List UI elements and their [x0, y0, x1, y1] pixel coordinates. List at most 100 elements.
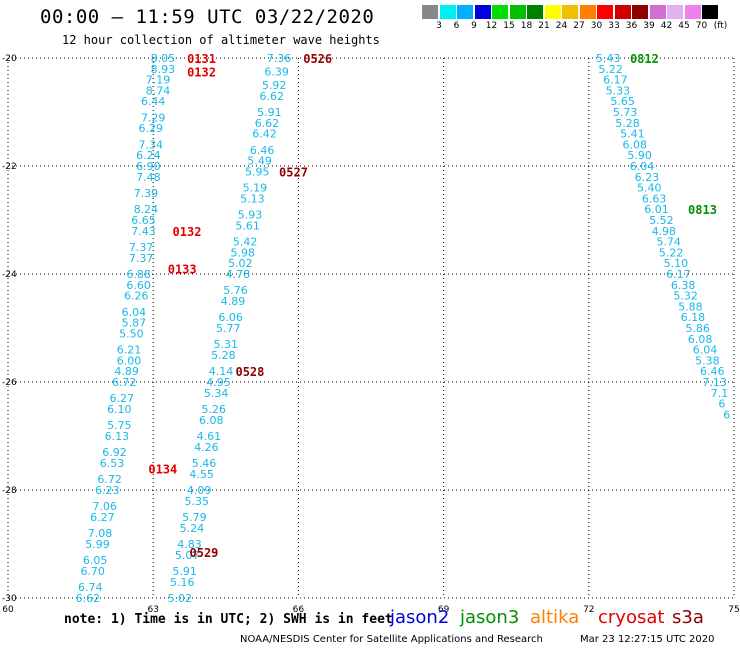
wave-height-label: 4.98	[652, 225, 677, 238]
wave-height-label: 6.05	[83, 554, 108, 567]
wave-height-label: 6.92	[102, 446, 127, 459]
y-tick-label: -22	[2, 162, 17, 172]
legend-swatch	[649, 5, 666, 19]
legend-swatch	[632, 5, 648, 19]
wave-height-label: 6.70	[80, 565, 105, 578]
wave-height-label: 5.75	[107, 419, 132, 432]
wave-height-label: 6.18	[681, 311, 706, 324]
legend-swatch	[509, 5, 526, 19]
legend-bin-label: 36	[625, 21, 638, 31]
wave-height-label: 6	[723, 408, 730, 421]
wave-height-label: 5.91	[172, 565, 197, 578]
chart-title: 00:00 – 11:59 UTC 03/22/2020	[40, 6, 375, 28]
wave-height-label: 4.89	[221, 295, 246, 308]
y-tick-label: -26	[2, 378, 17, 388]
wave-height-label: 8.93	[151, 63, 176, 76]
legend-swatch	[527, 5, 543, 19]
legend-bin-label: 3	[436, 21, 442, 31]
wave-height-label: 8.74	[146, 84, 171, 97]
wave-height-label: 6.27	[109, 392, 134, 405]
wave-height-label: 5.43	[596, 52, 621, 65]
wave-height-label: 6.27	[90, 511, 115, 524]
credit-line: NOAA/NESDIS Center for Satellite Applica…	[240, 634, 543, 645]
y-tick-label: -28	[2, 486, 17, 496]
wave-height-label: 6.13	[105, 430, 130, 443]
wave-height-label: 7.48	[136, 171, 161, 184]
satellite-altika: altika	[530, 607, 580, 628]
legend-bin-label: 21	[538, 21, 550, 31]
wave-height-label: 5.50	[119, 327, 144, 340]
wave-height-label: 6.08	[623, 138, 648, 151]
wave-height-label: 7.37	[129, 241, 154, 254]
wave-height-label: 5.90	[627, 149, 652, 162]
wave-height-label: 6.44	[141, 95, 166, 108]
legend-unit: (ft)	[713, 21, 728, 31]
legend-swatch	[422, 5, 438, 19]
wave-height-label: 5.28	[615, 117, 640, 130]
wave-height-label: 5.65	[610, 95, 635, 108]
wave-height-label: 6.38	[671, 279, 696, 292]
wave-height-label: 7.37	[129, 252, 154, 265]
wave-height-label: 7.39	[134, 187, 159, 200]
wave-height-label: 6.26	[124, 290, 149, 303]
legend-bin-label: 30	[590, 21, 603, 31]
wave-height-label: 5.02	[168, 592, 193, 605]
wave-height-label: 5.19	[243, 182, 268, 195]
y-tick-label: -24	[2, 270, 17, 280]
wave-height-label: 5.31	[214, 338, 239, 351]
wave-height-label: 4.89	[114, 365, 139, 378]
legend-swatch	[439, 5, 456, 19]
wave-height-label: 6.72	[97, 473, 122, 486]
satellite-s3a: s3a	[672, 607, 704, 628]
wave-height-label: 7.06	[93, 500, 118, 513]
pass-time-label: 0132	[173, 225, 202, 239]
wave-height-label: 6.08	[688, 333, 713, 346]
wave-height-label: 6.29	[139, 122, 164, 135]
legend-swatch	[544, 5, 561, 19]
wave-height-label: 6.00	[117, 354, 142, 367]
wave-height-label: 5.22	[659, 246, 684, 259]
wave-height-label: 6.17	[603, 74, 628, 87]
wave-height-label: 5.52	[649, 214, 674, 227]
wave-height-label: 5.77	[216, 322, 241, 335]
wave-height-label: 4.78	[226, 268, 251, 281]
wave-height-label: 5.34	[204, 387, 229, 400]
wave-height-label: 6.60	[126, 279, 151, 292]
wave-height-label: 4.83	[177, 538, 202, 551]
legend-swatch	[702, 5, 718, 19]
wave-height-label: 6	[718, 398, 725, 411]
wave-height-label: 4.09	[187, 484, 212, 497]
wave-height-label: 7.34	[139, 138, 164, 151]
wave-height-label: 7.36	[267, 52, 292, 65]
legend-bin-label: 45	[678, 21, 690, 31]
legend-bin-label: 33	[608, 21, 620, 31]
wave-height-label: 5.41	[620, 128, 645, 141]
legend-bin-label: 42	[660, 21, 673, 31]
wave-height-label: 5.13	[240, 192, 265, 205]
wave-height-label: 6.04	[122, 306, 147, 319]
legend-swatch	[597, 5, 613, 19]
pass-time-label: 0132	[187, 66, 216, 80]
wave-height-label: 5.92	[262, 79, 287, 92]
pass-time-label: 0134	[148, 462, 177, 476]
wave-height-label: 5.32	[673, 290, 698, 303]
wave-height-label: 6.23	[635, 171, 660, 184]
satellite-jason3: jason3	[460, 607, 520, 628]
wave-height-label: 5.74	[656, 236, 681, 249]
legend-swatch	[457, 5, 473, 19]
wave-height-label: 6.46	[700, 365, 725, 378]
wave-height-label: 5.93	[238, 209, 263, 222]
wave-height-label: 5.95	[245, 165, 270, 178]
wave-height-label: 5.35	[185, 495, 210, 508]
wave-height-label: 6.04	[693, 344, 718, 357]
wave-height-label: 6.46	[250, 144, 275, 157]
x-tick-label: 69	[438, 605, 450, 615]
wave-height-label: 6.06	[218, 311, 243, 324]
wave-height-label: 5.24	[180, 522, 205, 535]
wave-height-label: 4.14	[209, 365, 234, 378]
legend-bin-label: 70	[695, 21, 708, 31]
wave-height-label: 6.53	[100, 457, 125, 470]
legend-swatch	[492, 5, 508, 19]
wave-height-label: 6.62	[76, 592, 101, 605]
wave-height-label: 5.33	[606, 84, 631, 97]
